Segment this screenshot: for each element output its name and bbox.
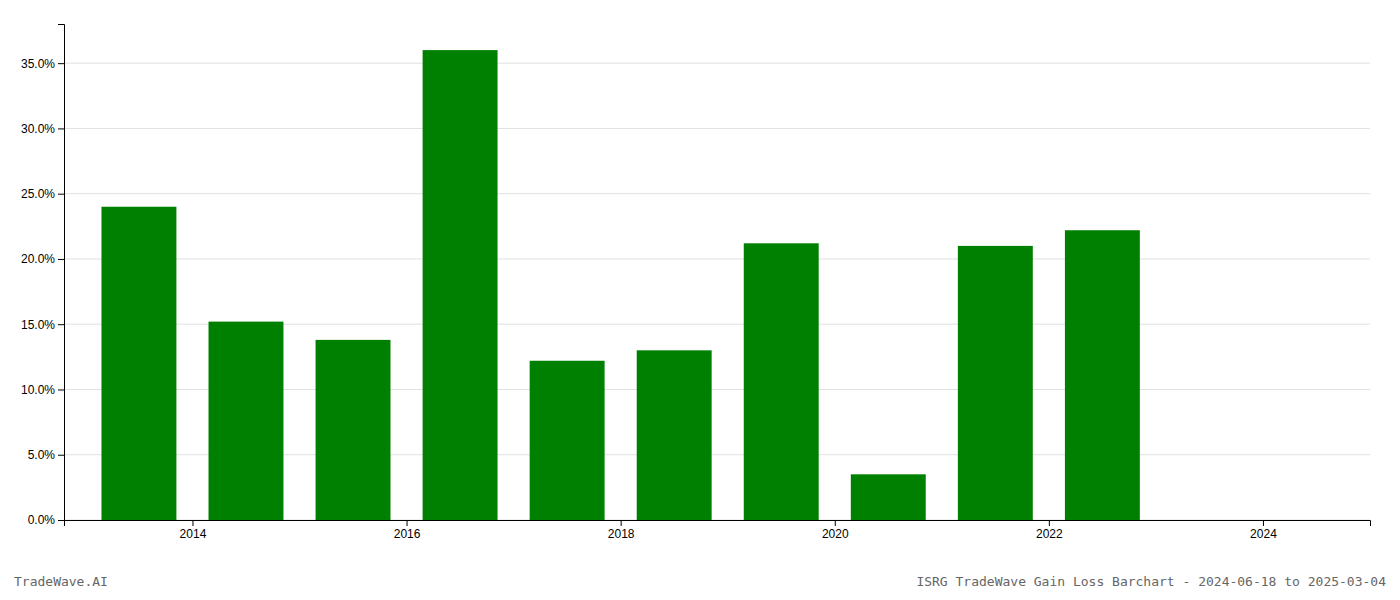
- x-tick-label: 2016: [394, 527, 421, 541]
- bar: [851, 474, 926, 520]
- y-axis: 0.0% 5.0% 10.0% 15.0% 20.0% 25.0% 30.0% 35.0%: [21, 25, 65, 528]
- y-tick: 30.0%: [21, 122, 64, 136]
- x-tick-mark: [835, 520, 836, 526]
- y-tick-mark: [58, 259, 64, 260]
- grid-line: [64, 258, 1370, 259]
- x-tick-label: 2024: [1250, 527, 1277, 541]
- bar: [1172, 520, 1247, 521]
- x-axis: 2014 2016 2018 2020 2022 2024: [65, 520, 1371, 541]
- grid: [64, 63, 1370, 520]
- x-tick-label: 2020: [822, 527, 849, 541]
- y-tick-mark: [58, 63, 64, 64]
- bar: [637, 350, 712, 520]
- bar: [958, 246, 1033, 520]
- y-tick-label: 15.0%: [21, 318, 55, 332]
- x-tick-label: 2022: [1036, 527, 1063, 541]
- y-tick: 5.0%: [28, 448, 64, 462]
- x-tick-mark: [1049, 520, 1050, 526]
- x-tick: 2022: [1036, 520, 1063, 541]
- bar: [530, 361, 605, 520]
- y-axis-line: [58, 25, 65, 521]
- bar: [209, 322, 284, 520]
- bar: [423, 50, 498, 520]
- y-tick-label: 30.0%: [21, 122, 55, 136]
- y-tick-mark: [58, 128, 64, 129]
- x-tick: 2014: [180, 520, 207, 541]
- y-tick-label: 0.0%: [28, 513, 56, 527]
- bar: [744, 243, 819, 520]
- grid-line: [64, 193, 1370, 194]
- grid-line: [64, 63, 1370, 64]
- bars: [101, 50, 1139, 520]
- x-tick-mark: [407, 520, 408, 526]
- x-tick-mark: [621, 520, 622, 526]
- y-tick-label: 10.0%: [21, 383, 55, 397]
- x-tick-label: 2014: [180, 527, 207, 541]
- y-tick: 25.0%: [21, 187, 64, 201]
- y-tick-label: 20.0%: [21, 252, 55, 266]
- y-tick-mark: [58, 455, 64, 456]
- y-tick: 20.0%: [21, 252, 64, 266]
- y-tick: 0.0%: [28, 513, 64, 527]
- y-tick-mark: [58, 389, 64, 390]
- bar: [1065, 230, 1140, 520]
- bar: [316, 340, 391, 520]
- x-tick-mark: [192, 520, 193, 526]
- plot: 2014 2016 2018 2020 2022 2024 0.0% 5.0% 10.0% 15.…: [21, 25, 1371, 541]
- y-tick-label: 5.0%: [28, 448, 56, 462]
- x-axis-line: [65, 521, 1371, 527]
- footer-left: TradeWave.AI: [14, 574, 108, 589]
- x-tick: 2016: [394, 520, 421, 541]
- y-tick-label: 25.0%: [21, 187, 55, 201]
- y-tick-label: 35.0%: [21, 56, 55, 70]
- x-tick-mark: [1263, 520, 1264, 526]
- y-tick-mark: [58, 520, 64, 521]
- x-tick: 2024: [1250, 520, 1277, 541]
- x-tick: 2018: [608, 520, 635, 541]
- chart: 2014 2016 2018 2020 2022 2024 0.0% 5.0% 10.0% 15.…: [0, 0, 1400, 600]
- y-tick: 15.0%: [21, 318, 64, 332]
- x-tick: 2020: [822, 520, 849, 541]
- y-tick: 35.0%: [21, 56, 64, 70]
- bar: [101, 207, 176, 520]
- grid-line: [64, 128, 1370, 129]
- y-tick-mark: [58, 194, 64, 195]
- x-tick-label: 2018: [608, 527, 635, 541]
- y-tick-mark: [58, 324, 64, 325]
- y-tick: 10.0%: [21, 383, 64, 397]
- footer-right: ISRG TradeWave Gain Loss Barchart - 2024…: [916, 574, 1386, 589]
